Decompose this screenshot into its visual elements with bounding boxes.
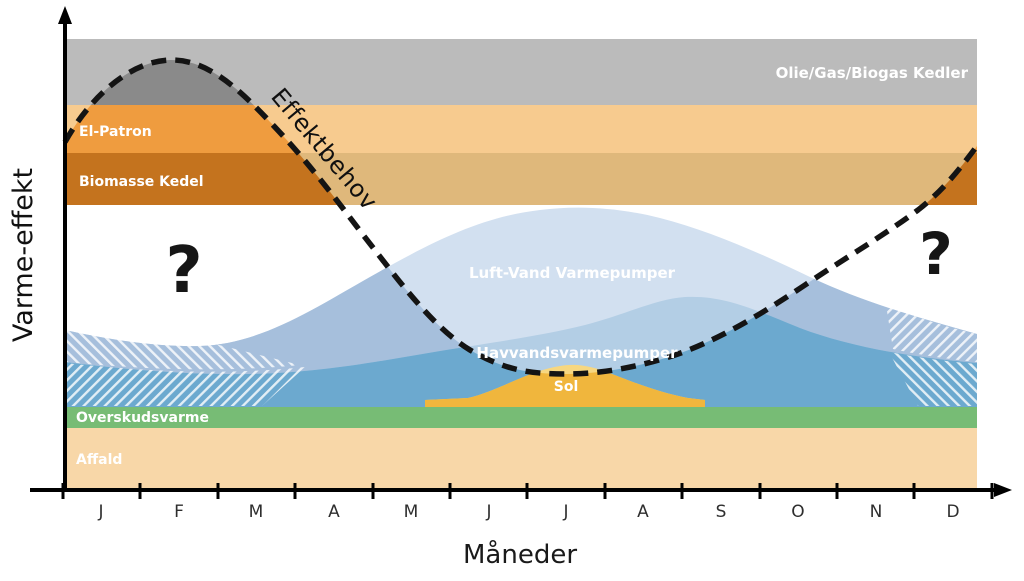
label-el-patron: El-Patron: [79, 124, 152, 140]
y-axis-arrow-icon: [58, 6, 72, 24]
question-mark-left: ?: [165, 234, 202, 308]
x-tick-label-jul: J: [562, 502, 568, 522]
label-olie-gas-biogas: Olie/Gas/Biogas Kedler: [776, 64, 969, 82]
hatch-left-havvands: [65, 363, 305, 406]
area-sol-in-use: [425, 364, 705, 407]
x-axis-title: Måneder: [463, 539, 577, 570]
band-overskudsvarme: [65, 407, 977, 428]
x-tick-label-nov: N: [870, 502, 883, 522]
hatch-right-havvands: [889, 352, 977, 406]
question-mark-right: ?: [919, 220, 953, 288]
x-axis-ticks: [61, 483, 994, 499]
label-biomasse-kedel: Biomasse Kedel: [79, 174, 204, 190]
x-axis-arrow-icon: [994, 483, 1012, 497]
label-overskudsvarme: Overskudsvarme: [76, 410, 209, 426]
x-tick-label-oct: O: [791, 502, 804, 522]
x-tick-label-aug: A: [637, 502, 649, 522]
x-tick-label-feb: F: [174, 502, 184, 522]
x-tick-label-apr: A: [328, 502, 340, 522]
x-tick-label-jan: J: [97, 502, 103, 522]
y-axis-title: Varme-effekt: [8, 168, 39, 342]
x-tick-label-jun: J: [485, 502, 491, 522]
label-luft-vand: Luft-Vand Varmepumper: [469, 264, 676, 282]
label-havvands: Havvandsvarmepumper: [476, 344, 678, 362]
x-tick-label-mar: M: [249, 502, 264, 522]
x-tick-label-sep: S: [716, 502, 727, 522]
label-affald: Affald: [76, 452, 122, 468]
band-affald: [65, 428, 977, 490]
x-tick-label-may: M: [404, 502, 419, 522]
label-sol: Sol: [554, 379, 579, 395]
hatch-right-luft-vand: [886, 305, 977, 362]
demand-curve: [62, 57, 983, 377]
hatch-left-luft-vand: [65, 329, 300, 370]
x-tick-label-dec: D: [946, 502, 959, 522]
